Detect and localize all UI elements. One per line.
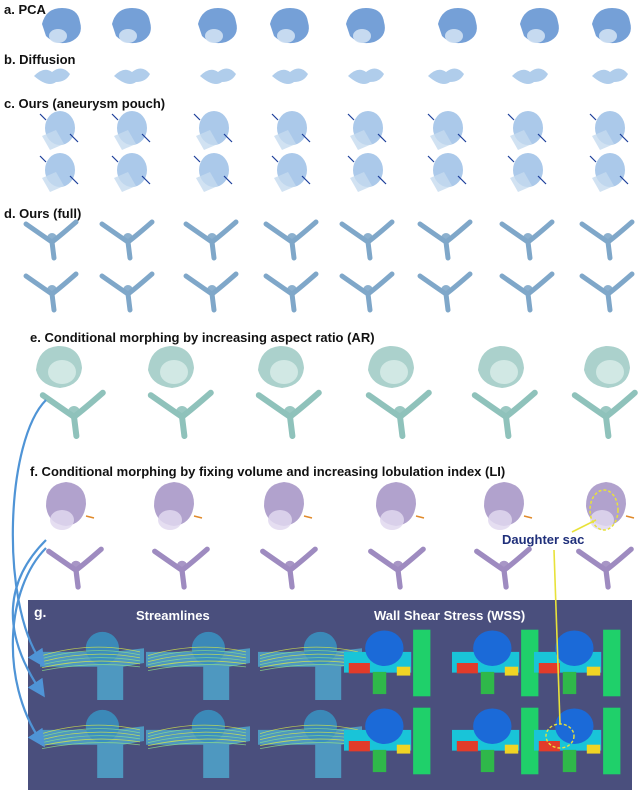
- wss-render: [452, 707, 539, 775]
- diffusion-shape: [428, 68, 464, 84]
- vessel-shape: [499, 271, 555, 313]
- diffusion-shape: [348, 68, 384, 84]
- streamline-render: [146, 631, 250, 700]
- ar-vessel-shape: [365, 389, 432, 439]
- li-vessel-shape: [576, 546, 634, 590]
- pouch-shape: [193, 111, 233, 150]
- wss-render: [534, 707, 621, 775]
- pouch-shape: [271, 153, 311, 192]
- pouch-shape: [347, 153, 387, 192]
- streamline-render: [40, 631, 144, 700]
- li-pouch-shape: [154, 482, 203, 530]
- pca-shape: [346, 8, 385, 44]
- wss-render: [344, 629, 431, 697]
- pca-shape: [592, 8, 631, 44]
- ar-pouch-shape: [258, 346, 304, 388]
- label-diffusion: b. Diffusion: [4, 52, 76, 67]
- vessel-shape: [183, 271, 239, 313]
- li-pouch-shape: [586, 482, 635, 530]
- pouch-shape: [589, 111, 629, 150]
- vessel-shape: [23, 271, 79, 313]
- vessel-shape: [339, 219, 395, 261]
- vessel-shape: [339, 271, 395, 313]
- label-ours-pouch: c. Ours (aneurysm pouch): [4, 96, 166, 111]
- vessel-shape: [579, 219, 635, 261]
- pouch-shape: [427, 111, 467, 150]
- li-vessel-shape: [368, 546, 426, 590]
- li-pouch-shape: [376, 482, 425, 530]
- pouch-shape: [111, 111, 151, 150]
- pouch-shape: [427, 153, 467, 192]
- wss-render: [534, 629, 621, 697]
- ar-vessel-shape: [39, 389, 106, 439]
- li-pouch-shape: [484, 482, 533, 530]
- ar-pouch-shape: [148, 346, 194, 388]
- streamlines-title: Streamlines: [136, 608, 210, 623]
- pouch-shape: [111, 153, 151, 192]
- pouch-shape: [507, 153, 547, 192]
- pca-shape: [198, 8, 237, 44]
- pouch-shape: [193, 153, 233, 192]
- li-pouch-shape: [46, 482, 95, 530]
- diffusion-shape: [34, 68, 70, 84]
- ar-vessel-shape: [255, 389, 322, 439]
- vessel-shape: [417, 219, 473, 261]
- label-conditional-ar: e. Conditional morphing by increasing as…: [30, 330, 375, 345]
- vessel-shape: [183, 219, 239, 261]
- daughter-sac-label: Daughter sac: [502, 532, 585, 547]
- pca-shape: [438, 8, 477, 44]
- pouch-shape: [347, 111, 387, 150]
- wss-render: [344, 707, 431, 775]
- ar-vessel-shape: [147, 389, 214, 439]
- streamline-render: [146, 709, 250, 778]
- diffusion-shape: [114, 68, 150, 84]
- label-ours-full: d. Ours (full): [4, 206, 82, 221]
- pouch-shape: [39, 153, 79, 192]
- pca-shape: [520, 8, 559, 44]
- vessel-shape: [263, 271, 319, 313]
- li-vessel-shape: [46, 546, 104, 590]
- li-pouch-shape: [264, 482, 313, 530]
- vessel-shape: [23, 219, 79, 261]
- ar-vessel-shape: [571, 389, 638, 439]
- pouch-shape: [39, 111, 79, 150]
- vessel-shape: [99, 219, 155, 261]
- diffusion-shape: [512, 68, 548, 84]
- ar-vessel-shape: [471, 389, 538, 439]
- li-vessel-shape: [260, 546, 318, 590]
- diffusion-shape: [200, 68, 236, 84]
- ar-pouch-shape: [584, 346, 630, 388]
- li-vessel-shape: [474, 546, 532, 590]
- pouch-shape: [589, 153, 629, 192]
- label-pca: a. PCA: [4, 2, 46, 17]
- diffusion-shape: [272, 68, 308, 84]
- diffusion-shape: [592, 68, 628, 84]
- pca-shape: [270, 8, 309, 44]
- pouch-shape: [271, 111, 311, 150]
- streamline-render: [258, 709, 362, 778]
- wss-title: Wall Shear Stress (WSS): [374, 608, 526, 623]
- streamline-render: [258, 631, 362, 700]
- pouch-shape: [507, 111, 547, 150]
- ar-pouch-shape: [36, 346, 82, 388]
- vessel-shape: [99, 271, 155, 313]
- ar-pouch-shape: [368, 346, 414, 388]
- cfd-renderings: [40, 629, 621, 778]
- pca-shape: [112, 8, 151, 44]
- panel-cfd: g. Streamlines Wall Shear Stress (WSS): [28, 600, 632, 790]
- vessel-shape: [263, 219, 319, 261]
- pca-shape: [42, 8, 81, 44]
- label-conditional-li: f. Conditional morphing by fixing volume…: [30, 464, 506, 479]
- vessel-shape: [417, 271, 473, 313]
- wss-render: [452, 629, 539, 697]
- li-vessel-shape: [152, 546, 210, 590]
- vessel-shape: [579, 271, 635, 313]
- vessel-shape: [499, 219, 555, 261]
- streamline-render: [40, 709, 144, 778]
- ar-pouch-shape: [478, 346, 524, 388]
